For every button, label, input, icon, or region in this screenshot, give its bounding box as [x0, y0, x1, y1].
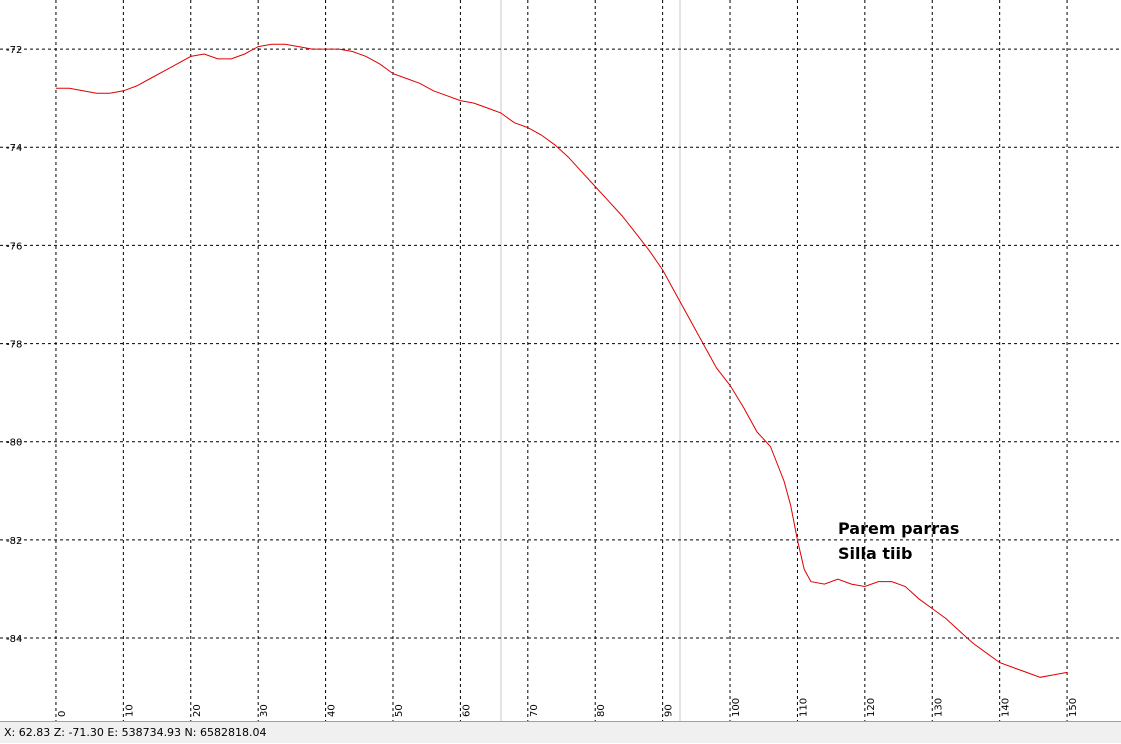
- x-tick-label: 10: [124, 704, 135, 717]
- x-tick-label: 20: [192, 704, 203, 717]
- x-tick-label: 110: [798, 698, 809, 717]
- x-tick-label: 100: [731, 698, 742, 717]
- x-tick-label: 50: [394, 704, 405, 717]
- x-tick-label: 130: [933, 698, 944, 717]
- grid: -84 -82 -80 -78 -76 -74 -72 0 10 20 30 40 50 60 70 80 90…: [0, 0, 1121, 721]
- data-line: [55, 43, 1068, 678]
- y-tick-label: -72: [6, 45, 22, 56]
- y-tick-label: -80: [6, 438, 22, 449]
- annotation: Silla tiib: [838, 544, 912, 563]
- x-tick-label: 140: [1001, 698, 1012, 717]
- x-tick-label: 70: [529, 704, 540, 717]
- x-tick-label: 0: [57, 711, 68, 717]
- y-tick-label: -82: [6, 536, 22, 547]
- y-tick-label: -84: [6, 634, 22, 645]
- x-tick-label: 80: [596, 704, 607, 717]
- marks: [55, 43, 1068, 678]
- plot-background: [0, 0, 1121, 721]
- x-tick-label: 40: [327, 704, 338, 717]
- y-tick-label: -74: [6, 143, 22, 154]
- status-bar: X: 62.83 Z: -71.30 E: 538734.93 N: 65828…: [0, 721, 1121, 743]
- y-tick-label: -78: [6, 340, 22, 351]
- x-tick-label: 150: [1068, 698, 1079, 717]
- x-tick-label: 120: [866, 698, 877, 717]
- x-tick-label: 90: [664, 704, 675, 717]
- chart: -84 -82 -80 -78 -76 -74 -72 0 10 20 30 40 50 60 70 80 90…: [0, 0, 1121, 721]
- x-tick-label: 60: [461, 704, 472, 717]
- y-tick-label: -76: [6, 241, 22, 252]
- x-tick-label: 30: [259, 704, 270, 717]
- annotation: Parem parras: [838, 519, 959, 538]
